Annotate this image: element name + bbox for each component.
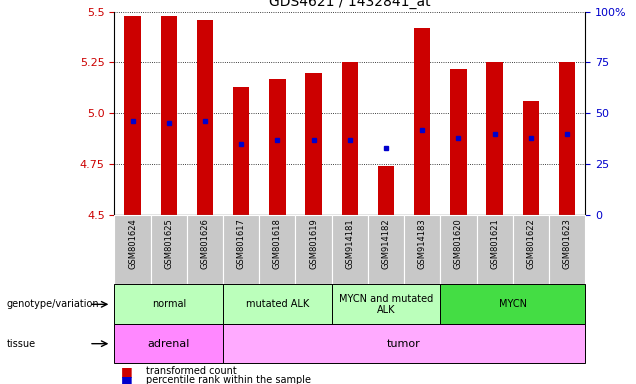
Bar — [114, 324, 223, 363]
Text: GSM801621: GSM801621 — [490, 218, 499, 269]
Bar — [187, 215, 223, 284]
Bar — [487, 62, 502, 215]
Bar — [414, 28, 431, 215]
Bar — [378, 166, 394, 215]
Bar — [259, 215, 296, 284]
Text: GSM801619: GSM801619 — [309, 218, 318, 269]
Text: ■: ■ — [121, 374, 132, 384]
Text: GSM801625: GSM801625 — [164, 218, 173, 269]
Bar — [233, 87, 249, 215]
Bar — [223, 215, 259, 284]
Text: GSM801624: GSM801624 — [128, 218, 137, 269]
Bar — [450, 68, 467, 215]
Bar — [332, 215, 368, 284]
Bar — [440, 284, 585, 324]
Bar — [269, 79, 286, 215]
Text: transformed count: transformed count — [146, 366, 237, 376]
Text: GSM801623: GSM801623 — [562, 218, 572, 269]
Text: GSM914183: GSM914183 — [418, 218, 427, 269]
Bar — [404, 215, 440, 284]
Bar — [296, 215, 332, 284]
Text: GSM801622: GSM801622 — [527, 218, 536, 269]
Bar — [223, 324, 585, 363]
Text: GSM801620: GSM801620 — [454, 218, 463, 269]
Bar — [476, 215, 513, 284]
Bar — [305, 73, 322, 215]
Text: adrenal: adrenal — [148, 339, 190, 349]
Bar — [197, 20, 213, 215]
Text: mutated ALK: mutated ALK — [245, 299, 309, 310]
Text: ■: ■ — [121, 365, 132, 378]
Bar — [161, 16, 177, 215]
Bar — [559, 62, 575, 215]
Text: GSM914182: GSM914182 — [382, 218, 391, 269]
Bar — [151, 215, 187, 284]
Bar — [513, 215, 549, 284]
Bar — [114, 284, 223, 324]
Bar — [523, 101, 539, 215]
Text: GSM801626: GSM801626 — [200, 218, 209, 269]
Text: GSM801618: GSM801618 — [273, 218, 282, 269]
Bar — [440, 215, 476, 284]
Bar — [549, 215, 585, 284]
Bar — [332, 284, 440, 324]
Text: percentile rank within the sample: percentile rank within the sample — [146, 375, 311, 384]
Text: MYCN: MYCN — [499, 299, 527, 310]
Bar — [342, 62, 358, 215]
Text: GSM914181: GSM914181 — [345, 218, 354, 269]
Text: GSM801617: GSM801617 — [237, 218, 245, 269]
Bar — [368, 215, 404, 284]
Bar — [223, 284, 332, 324]
Text: tissue: tissue — [6, 339, 36, 349]
Title: GDS4621 / 1432841_at: GDS4621 / 1432841_at — [269, 0, 431, 9]
Bar — [114, 215, 151, 284]
Text: genotype/variation: genotype/variation — [6, 299, 99, 310]
Text: normal: normal — [151, 299, 186, 310]
Text: MYCN and mutated
ALK: MYCN and mutated ALK — [339, 293, 433, 315]
Bar — [125, 16, 141, 215]
Text: tumor: tumor — [387, 339, 421, 349]
